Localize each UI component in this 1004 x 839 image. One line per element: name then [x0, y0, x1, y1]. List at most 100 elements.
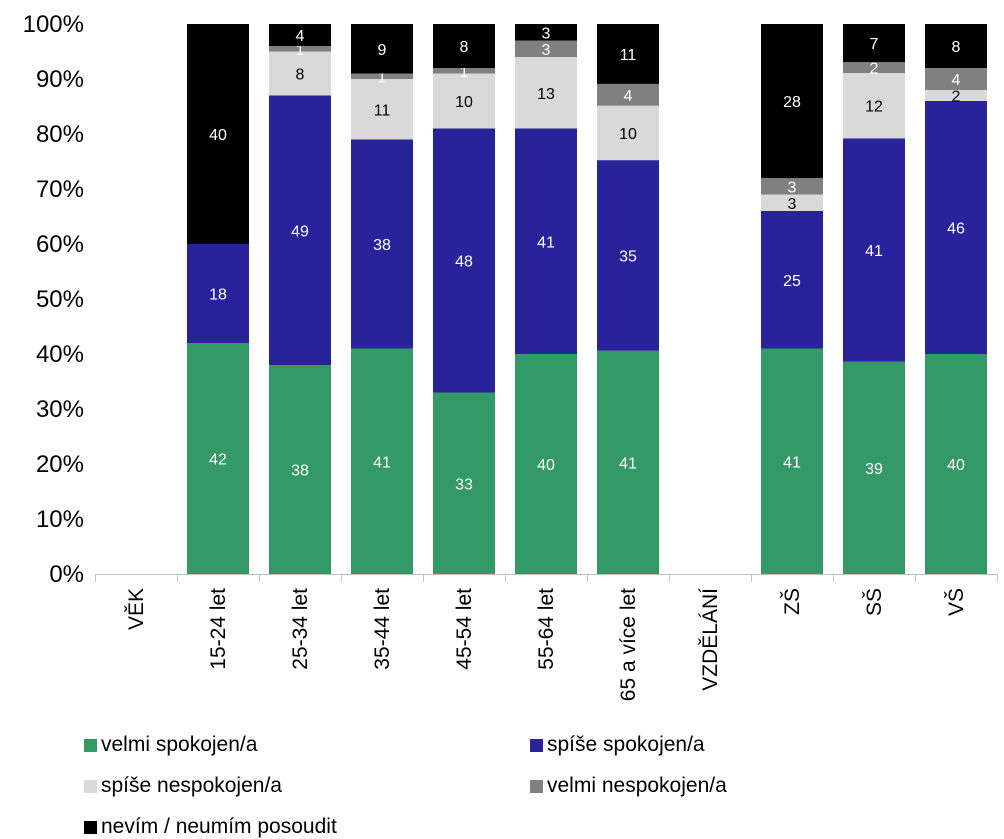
- data-label: 40: [947, 457, 965, 474]
- category-label: 65 a více let: [617, 588, 640, 701]
- bar-segment: [843, 24, 905, 63]
- legend-label: nevím / neumím posoudit: [101, 815, 337, 838]
- data-label: 4: [952, 72, 961, 89]
- data-label: 10: [619, 126, 637, 143]
- bar-segment: [187, 24, 249, 244]
- data-label: 4: [624, 88, 633, 105]
- legend-label: spíše spokojen/a: [547, 733, 705, 756]
- data-label: 42: [209, 452, 227, 469]
- data-label: 2: [952, 89, 961, 106]
- category-label: 45-54 let: [453, 588, 476, 670]
- y-tick-label: 10%: [36, 506, 84, 533]
- bar-segment: [269, 365, 331, 574]
- legend-label: spíše nespokojen/a: [101, 774, 282, 797]
- data-label: 41: [619, 455, 637, 472]
- y-tick-label: 80%: [36, 121, 84, 148]
- legend-item: spíše nespokojen/a: [84, 774, 282, 798]
- bar-segment: [269, 51, 331, 96]
- data-label: 46: [947, 221, 965, 238]
- category-label: SŠ: [863, 588, 886, 616]
- data-label: 28: [783, 94, 801, 111]
- bar-segment: [925, 101, 987, 354]
- category-label: ZŠ: [781, 588, 804, 615]
- data-label: 40: [537, 457, 555, 474]
- bar-segment: [351, 24, 413, 74]
- data-label: 48: [455, 254, 473, 271]
- category-label: 25-34 let: [289, 588, 312, 670]
- y-tick-label: 20%: [36, 451, 84, 478]
- legend: velmi spokojen/a spíše spokojen/a spíše ne…: [84, 733, 984, 838]
- category-label: 35-44 let: [371, 588, 394, 670]
- bar-segment: [597, 24, 659, 84]
- bar-segment: [351, 139, 413, 349]
- legend-swatch: [530, 738, 543, 752]
- legend-swatch: [530, 779, 543, 793]
- category-label: 15-24 let: [207, 588, 230, 670]
- legend-item: velmi spokojen/a: [84, 733, 257, 757]
- legend-swatch: [84, 820, 97, 834]
- legend-swatch: [84, 738, 97, 752]
- data-label: 8: [952, 39, 961, 56]
- legend-item: velmi nespokojen/a: [530, 774, 727, 798]
- data-label: 41: [537, 234, 555, 251]
- data-label: 33: [455, 476, 473, 493]
- data-label: 49: [291, 223, 309, 240]
- y-tick-label: 50%: [36, 286, 84, 313]
- bar-segment: [433, 24, 495, 68]
- bar-segment: [515, 24, 577, 41]
- bar-segment: [433, 392, 495, 574]
- data-label: 12: [865, 99, 883, 116]
- data-label: 3: [788, 196, 797, 213]
- bar-segment: [761, 24, 823, 178]
- bar-segment: [187, 343, 249, 574]
- data-label: 7: [870, 36, 879, 53]
- bar-segment: [269, 24, 331, 46]
- bar-segment: [351, 73, 413, 79]
- y-tick-label: 40%: [36, 341, 84, 368]
- bar-segment: [597, 350, 659, 574]
- bar-segment: [761, 194, 823, 211]
- bar-segment: [761, 211, 823, 349]
- bar-segment: [433, 128, 495, 393]
- y-tick-label: 30%: [36, 396, 84, 423]
- data-label: 11: [620, 47, 637, 64]
- data-label: 18: [209, 287, 227, 304]
- data-label: 3: [788, 179, 797, 196]
- y-tick-label: 60%: [36, 231, 84, 258]
- bar-segment: [597, 105, 659, 161]
- bar-segment: [597, 160, 659, 351]
- legend-item: spíše spokojen/a: [530, 733, 705, 757]
- data-label: 2: [870, 61, 879, 78]
- data-label: 41: [373, 454, 391, 471]
- legend-label: velmi spokojen/a: [101, 733, 258, 756]
- bar-segment: [925, 90, 987, 101]
- bar-segment: [351, 348, 413, 574]
- data-label: 1: [460, 64, 469, 81]
- bar-segment: [515, 354, 577, 574]
- data-label: 35: [619, 248, 637, 265]
- data-label: 40: [209, 127, 227, 144]
- bar-segment: [351, 79, 413, 140]
- data-label: 41: [783, 454, 801, 471]
- bar-segment: [843, 361, 905, 574]
- bar-segment: [269, 46, 331, 52]
- bar-segment: [761, 348, 823, 574]
- bar-segment: [925, 68, 987, 90]
- bar-segment: [433, 73, 495, 129]
- category-label: 55-64 let: [535, 588, 558, 670]
- data-label: 25: [783, 273, 801, 290]
- data-label: 1: [296, 42, 305, 59]
- bar-segment: [433, 68, 495, 74]
- data-label: 41: [865, 243, 883, 260]
- category-label: VŠ: [945, 588, 968, 616]
- data-label: 38: [291, 463, 309, 480]
- data-label: 8: [296, 67, 305, 84]
- category-label: VĚK: [125, 588, 148, 630]
- y-tick-label: 0%: [49, 561, 84, 588]
- data-label: 11: [374, 102, 391, 119]
- y-tick-label: 90%: [36, 66, 84, 93]
- data-label: 38: [373, 237, 391, 254]
- bar-segment: [843, 62, 905, 74]
- bar-segment: [597, 83, 659, 106]
